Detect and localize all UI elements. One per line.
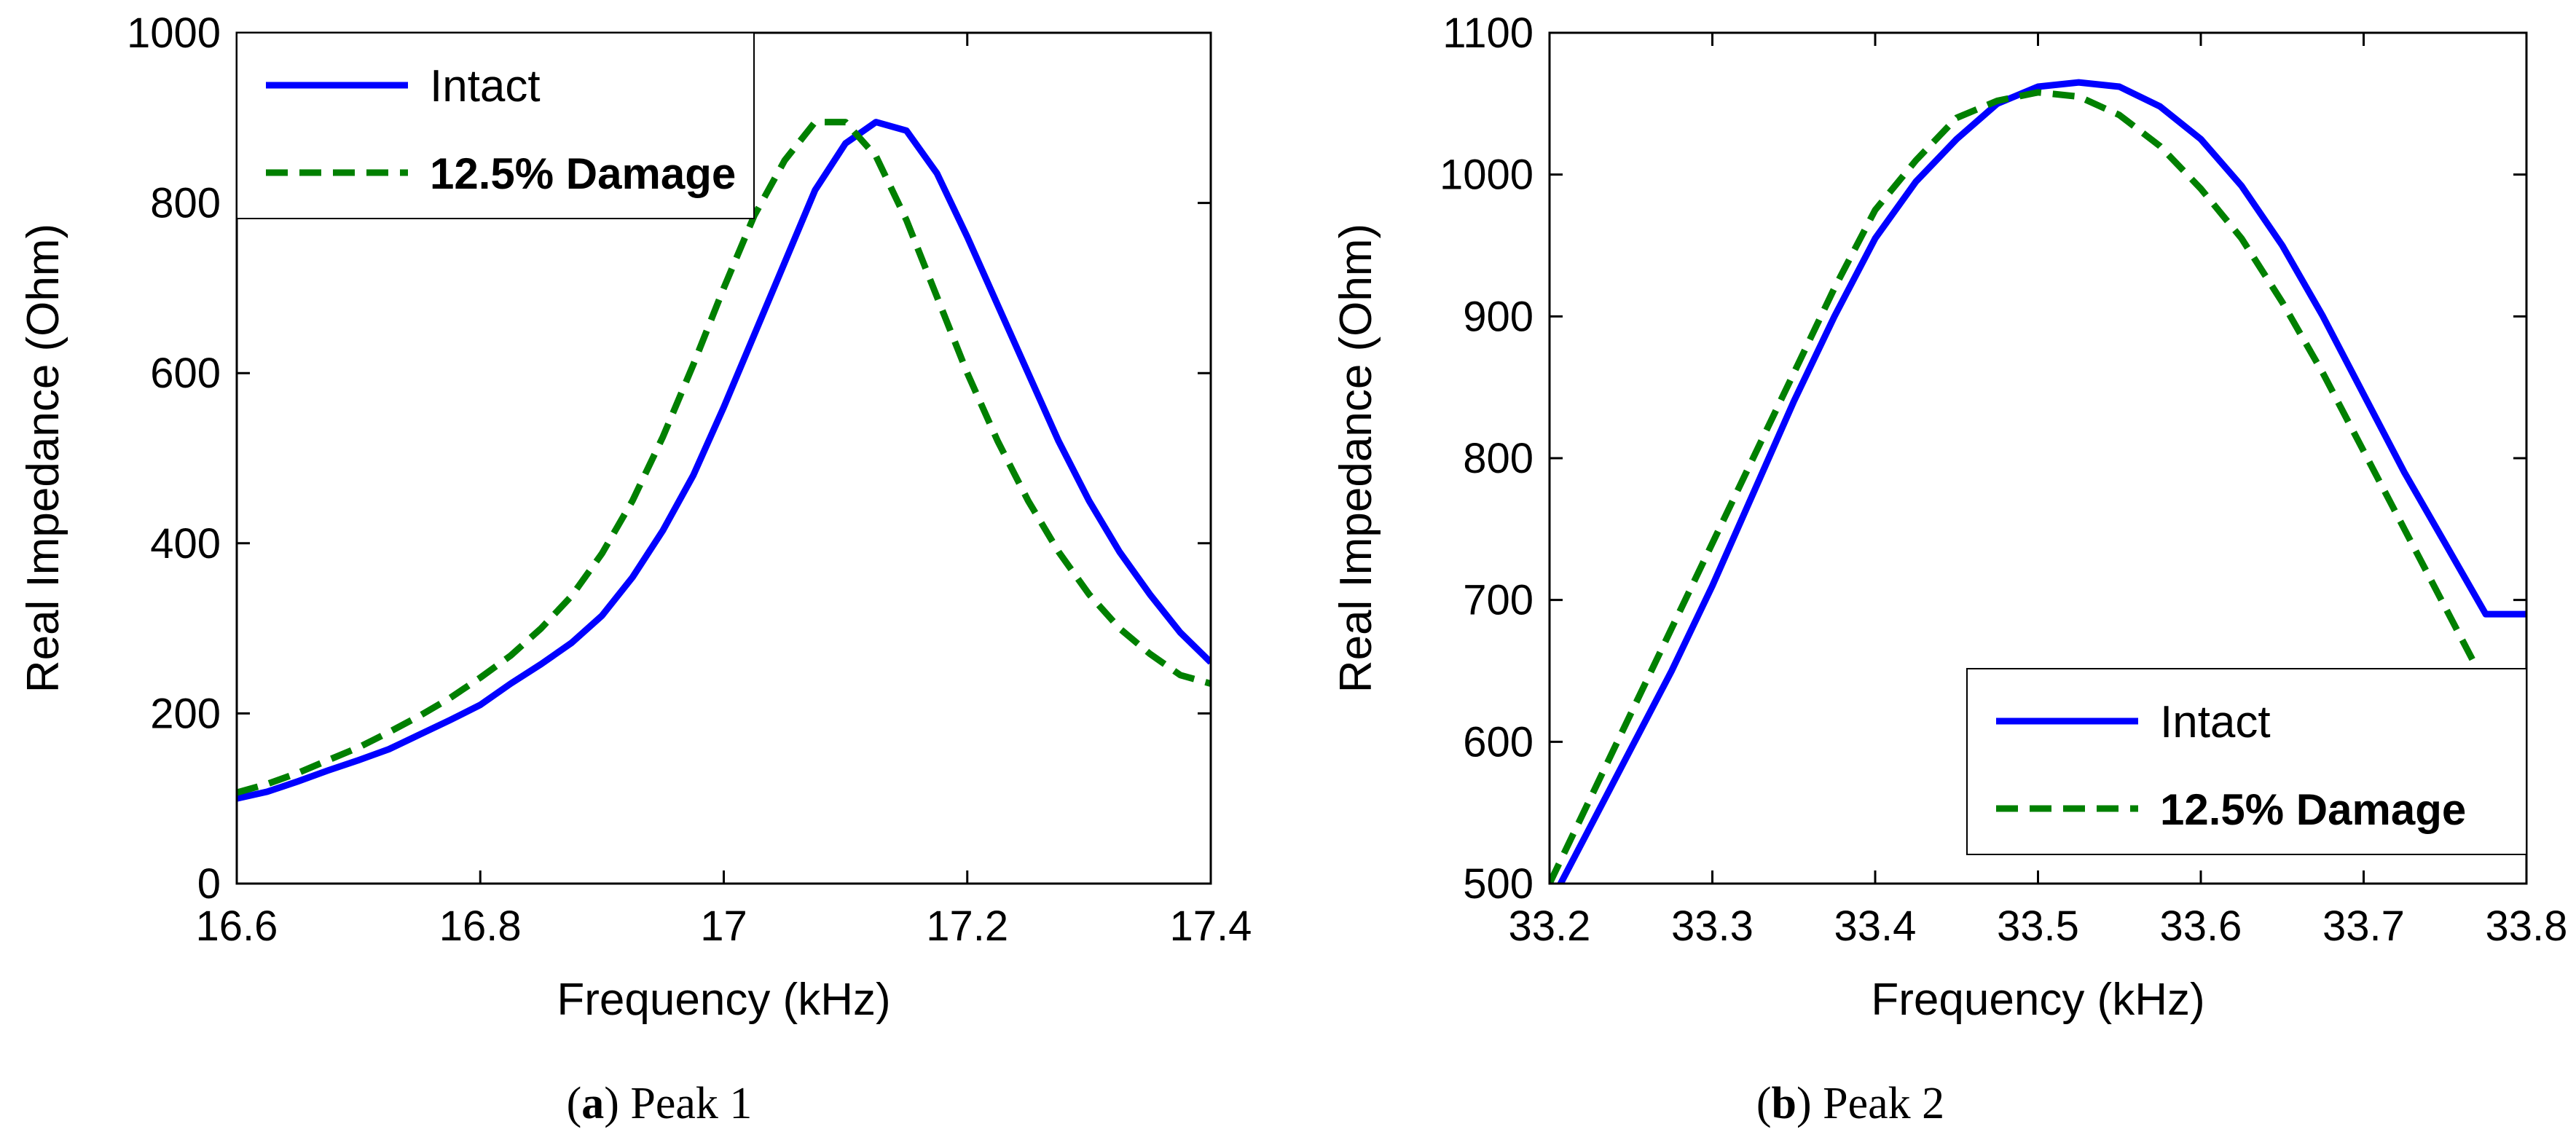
series-line-damage xyxy=(237,119,1211,796)
series-group xyxy=(1550,79,2526,884)
y-tick-label: 0 xyxy=(197,860,221,908)
caption-paren-open: ( xyxy=(1756,1079,1772,1128)
legend: Intact 12.5% Damage xyxy=(236,32,755,219)
legend-label-damage: 12.5% Damage xyxy=(430,149,736,198)
y-tick-label: 800 xyxy=(150,180,221,227)
x-tick-label: 17.4 xyxy=(1170,903,1252,950)
caption-label: a xyxy=(581,1079,604,1128)
y-tick-label: 600 xyxy=(150,350,221,397)
legend-box xyxy=(1966,668,2527,855)
legend-label-intact: Intact xyxy=(2160,697,2271,747)
caption-paren-close: ) xyxy=(1796,1079,1823,1128)
figure-caption: (b) Peak 2 xyxy=(1756,1079,1944,1128)
chart-panel-peak-1: 16.6 16.8 17 17.2 17.4 0 200 400 600 800 1000 Frequ… xyxy=(18,9,1252,1128)
x-axis-title: Frequency (kHz) xyxy=(1871,975,2204,1025)
x-tick-label: 16.8 xyxy=(439,903,522,950)
x-tick-label: 33.3 xyxy=(1671,903,1754,950)
x-tick-label: 33.5 xyxy=(1997,903,2079,950)
series-line-intact xyxy=(1557,79,2526,884)
y-tick-label: 700 xyxy=(1463,577,1534,624)
y-tick-label: 400 xyxy=(150,520,221,567)
x-tick-label: 33.7 xyxy=(2322,903,2405,950)
x-tick-label: 17.2 xyxy=(926,903,1008,950)
legend-label-damage: 12.5% Damage xyxy=(2160,785,2466,834)
caption-label: b xyxy=(1771,1079,1796,1128)
legend-label-intact: Intact xyxy=(430,61,541,111)
caption-paren-close: ) xyxy=(604,1079,630,1128)
series-line-damage xyxy=(1550,89,2526,884)
y-tick-label: 1000 xyxy=(127,9,221,57)
caption-text: Peak 2 xyxy=(1823,1079,1944,1128)
x-tick-label: 33.2 xyxy=(1509,903,1591,950)
y-tick-label: 1000 xyxy=(1440,152,1534,199)
series-group xyxy=(237,119,1211,802)
x-tick-label: 33.4 xyxy=(1834,903,1917,950)
y-tick-label: 200 xyxy=(150,690,221,737)
x-tick-label: 17 xyxy=(700,903,747,950)
x-tick-label: 33.8 xyxy=(2486,903,2568,950)
series-line-intact xyxy=(237,119,1211,802)
x-axis-title: Frequency (kHz) xyxy=(557,975,890,1025)
y-tick-label: 1100 xyxy=(1442,9,1534,57)
chart-panel-peak-2: 33.2 33.3 33.4 33.5 33.6 33.7 33.8 500 600 700 800… xyxy=(1331,9,2567,1128)
x-tick-label: 33.6 xyxy=(2160,903,2242,950)
x-tick-label: 16.6 xyxy=(196,903,278,950)
y-tick-label: 800 xyxy=(1463,435,1534,482)
legend: Intact 12.5% Damage xyxy=(1966,668,2527,855)
y-tick-label: 900 xyxy=(1463,293,1534,340)
caption-text: Peak 1 xyxy=(630,1079,752,1128)
figure-caption: (a) Peak 1 xyxy=(567,1079,753,1128)
y-tick-label: 600 xyxy=(1463,718,1534,766)
legend-box xyxy=(236,32,755,219)
y-axis-title: Real Impedance (Ohm) xyxy=(18,224,68,693)
y-tick-label: 500 xyxy=(1463,860,1534,908)
y-axis-title: Real Impedance (Ohm) xyxy=(1331,224,1381,693)
caption-paren-open: ( xyxy=(567,1079,582,1128)
